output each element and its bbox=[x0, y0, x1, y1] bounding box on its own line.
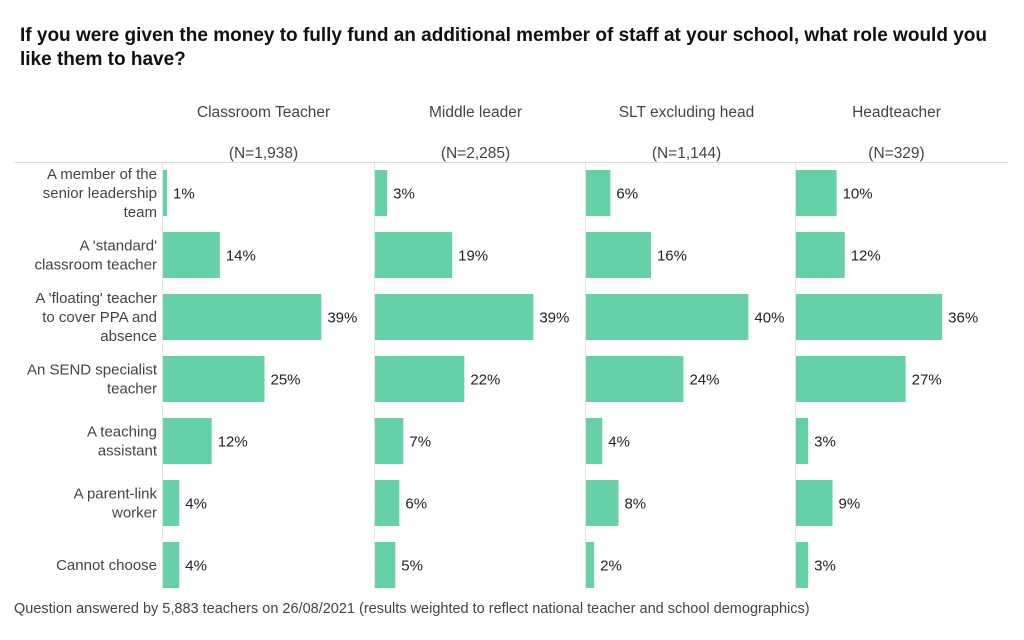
bar bbox=[375, 480, 400, 526]
bar bbox=[163, 294, 322, 340]
bar bbox=[375, 356, 465, 402]
bar bbox=[163, 232, 220, 278]
bar-value-label: 2% bbox=[600, 558, 622, 575]
bar bbox=[586, 542, 595, 588]
bar bbox=[796, 170, 837, 216]
bar-value-label: 10% bbox=[843, 186, 873, 203]
bar-marks bbox=[163, 170, 943, 588]
bar bbox=[163, 418, 212, 464]
bar-value-label: 27% bbox=[912, 372, 942, 389]
bar-value-label: 14% bbox=[226, 248, 256, 265]
footer-note: Question answered by 5,883 teachers on 2… bbox=[14, 601, 810, 617]
bar bbox=[586, 418, 603, 464]
category-label: An SEND specialist teacher bbox=[27, 362, 158, 398]
bar bbox=[163, 480, 180, 526]
panel-n-label: (N=2,285) bbox=[441, 145, 510, 162]
bar-value-label: 19% bbox=[458, 248, 488, 265]
bar-value-label: 39% bbox=[539, 310, 569, 327]
bar-value-label: 5% bbox=[401, 558, 423, 575]
bar-value-label: 12% bbox=[218, 434, 248, 451]
bar-value-label: 39% bbox=[327, 310, 357, 327]
bar bbox=[375, 232, 453, 278]
chart-title: If you were given the money to fully fun… bbox=[20, 25, 987, 70]
bar bbox=[586, 232, 651, 278]
bar-value-label: 12% bbox=[851, 248, 881, 265]
category-label: A parent-link worker bbox=[74, 486, 158, 522]
bar bbox=[796, 294, 943, 340]
panel-n-label: (N=329) bbox=[868, 145, 924, 162]
bar-value-label: 16% bbox=[657, 248, 687, 265]
bar-value-label: 7% bbox=[409, 434, 431, 451]
bar bbox=[375, 418, 404, 464]
category-labels: A member of the senior leadership team A 's… bbox=[27, 166, 158, 574]
bar-value-label: 22% bbox=[470, 372, 500, 389]
bar bbox=[586, 170, 611, 216]
bar-value-label: 36% bbox=[948, 310, 978, 327]
bar bbox=[796, 232, 845, 278]
bar-value-label: 4% bbox=[608, 434, 630, 451]
bar bbox=[796, 480, 833, 526]
category-label: Cannot choose bbox=[56, 557, 157, 574]
bar bbox=[375, 170, 388, 216]
panel-headers: Classroom Teacher (N=1,938) Middle leader (… bbox=[197, 104, 941, 162]
chart-canvas: Classroom Teacher (N=1,938) Middle leader (… bbox=[14, 104, 1008, 590]
category-label: A 'floating' teacher to cover PPA and abse… bbox=[35, 290, 157, 345]
panel-title: Middle leader bbox=[429, 104, 522, 121]
bar-value-label: 8% bbox=[624, 496, 646, 513]
bar bbox=[796, 418, 809, 464]
bar-value-label: 3% bbox=[814, 434, 836, 451]
panel-title: SLT excluding head bbox=[619, 104, 755, 121]
bar bbox=[796, 356, 906, 402]
bar-value-label: 24% bbox=[689, 372, 719, 389]
panel-title: Classroom Teacher bbox=[197, 104, 330, 121]
panel-n-label: (N=1,144) bbox=[652, 145, 721, 162]
bar-value-label: 3% bbox=[814, 558, 836, 575]
bar bbox=[375, 294, 534, 340]
category-label: A member of the senior leadership team bbox=[43, 166, 157, 221]
bar bbox=[163, 170, 168, 216]
bar bbox=[796, 542, 809, 588]
panel-n-label: (N=1,938) bbox=[229, 145, 298, 162]
bar bbox=[375, 542, 396, 588]
bar-value-label: 4% bbox=[185, 558, 207, 575]
bar-value-label: 1% bbox=[173, 186, 195, 203]
bar-value-label: 3% bbox=[393, 186, 415, 203]
panel-dividers bbox=[14, 162, 1008, 590]
bar-value-label: 6% bbox=[405, 496, 427, 513]
bar bbox=[163, 542, 180, 588]
bar bbox=[586, 294, 749, 340]
value-labels: 1% 14% 39% 25% 12% 4% 4% 3% 19% 39% 22% 7% 6% 5% 6% 16%… bbox=[173, 186, 978, 575]
bar-value-label: 9% bbox=[839, 496, 861, 513]
bar bbox=[586, 356, 684, 402]
category-label: A teaching assistant bbox=[87, 424, 158, 460]
bar bbox=[163, 356, 265, 402]
bar-value-label: 25% bbox=[271, 372, 301, 389]
category-label: A 'standard' classroom teacher bbox=[34, 238, 157, 274]
bar-value-label: 4% bbox=[185, 496, 207, 513]
bar bbox=[586, 480, 619, 526]
bar-value-label: 40% bbox=[754, 310, 784, 327]
bar-value-label: 6% bbox=[616, 186, 638, 203]
panel-title: Headteacher bbox=[852, 104, 941, 121]
